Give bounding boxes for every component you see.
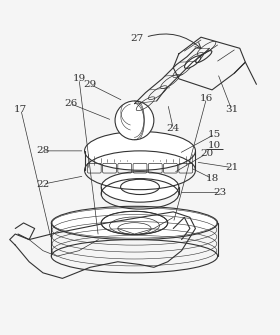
Text: 19: 19 bbox=[73, 74, 86, 83]
Text: 27: 27 bbox=[130, 34, 144, 43]
Text: 17: 17 bbox=[14, 105, 27, 114]
Text: 24: 24 bbox=[167, 124, 180, 133]
Text: 31: 31 bbox=[225, 105, 238, 114]
Text: 16: 16 bbox=[200, 94, 213, 103]
Ellipse shape bbox=[101, 172, 179, 202]
Text: 22: 22 bbox=[36, 180, 50, 189]
Ellipse shape bbox=[185, 56, 201, 68]
Text: 10: 10 bbox=[208, 141, 221, 150]
Text: 18: 18 bbox=[206, 174, 219, 183]
Text: 15: 15 bbox=[208, 130, 221, 139]
Text: 26: 26 bbox=[64, 99, 77, 108]
Text: 21: 21 bbox=[225, 163, 238, 172]
Text: 20: 20 bbox=[200, 149, 213, 158]
Ellipse shape bbox=[85, 131, 195, 170]
Text: 28: 28 bbox=[36, 146, 50, 155]
Text: 29: 29 bbox=[83, 80, 97, 89]
Ellipse shape bbox=[51, 206, 218, 240]
Circle shape bbox=[115, 101, 154, 140]
Text: 23: 23 bbox=[214, 188, 227, 197]
